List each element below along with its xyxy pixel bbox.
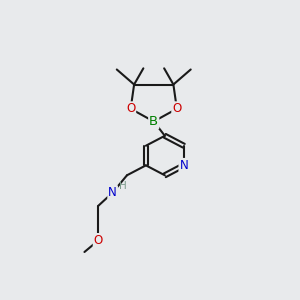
Text: H: H <box>119 181 127 191</box>
Text: O: O <box>94 234 103 247</box>
Text: N: N <box>179 159 188 172</box>
Text: N: N <box>108 186 117 199</box>
Text: B: B <box>149 115 158 128</box>
Text: O: O <box>172 102 182 115</box>
Text: O: O <box>126 102 135 115</box>
